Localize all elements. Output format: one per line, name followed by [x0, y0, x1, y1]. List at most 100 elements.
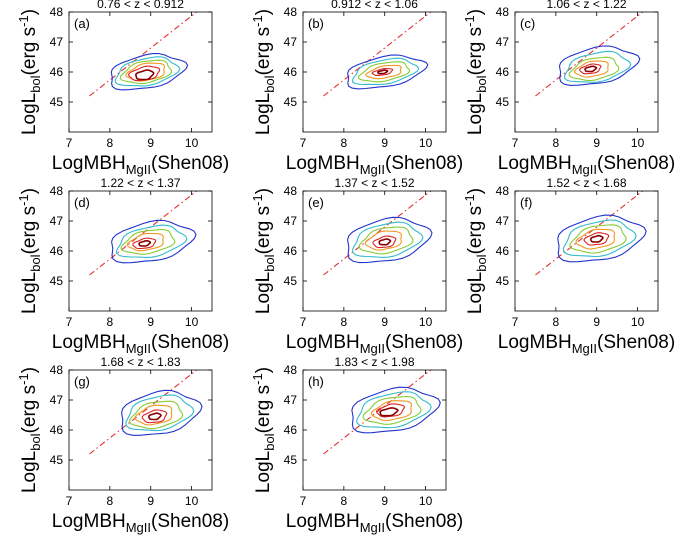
- panel-label: (a): [74, 16, 90, 31]
- contour-level-6: [138, 240, 152, 247]
- x-axis-label: LogMBHMgII(Shen08): [52, 332, 229, 356]
- y-tick-label: 48: [496, 184, 510, 198]
- panel-label: (d): [74, 195, 90, 210]
- x-tick-label: 8: [341, 315, 348, 329]
- x-tick-label: 10: [185, 494, 199, 508]
- contour-level-5: [583, 232, 610, 246]
- contour-level-4: [370, 400, 412, 422]
- panel-title: 0.912 < z < 1.06: [331, 0, 418, 11]
- panel-title: 0.76 < z < 0.912: [97, 0, 184, 11]
- contour-level-3: [569, 224, 627, 254]
- x-tick-label: 9: [147, 136, 154, 150]
- x-tick-label: 10: [631, 315, 645, 329]
- y-tick-label: 47: [496, 35, 510, 49]
- y-tick-label: 48: [50, 184, 64, 198]
- contour-level-4: [573, 60, 609, 78]
- y-axis-label: LogLbol(erg s-1): [16, 9, 43, 135]
- plot-area: [535, 191, 647, 276]
- y-tick-label: 46: [496, 244, 510, 258]
- axes-frame: [302, 369, 447, 491]
- x-axis-label: LogMBHMgII(Shen08): [498, 332, 675, 356]
- y-tick-label: 47: [50, 393, 64, 407]
- x-tick-label: 9: [381, 315, 388, 329]
- y-tick-label: 47: [284, 393, 298, 407]
- contour-level-3: [358, 226, 414, 255]
- reference-line: [323, 12, 432, 97]
- contour-level-1: [558, 45, 641, 86]
- x-axis-label: LogMBHMgII(Shen08): [286, 153, 463, 177]
- contour-level-1: [111, 219, 197, 264]
- panel-label: (h): [308, 374, 324, 389]
- x-tick-label: 9: [593, 136, 600, 150]
- contour-level-2: [356, 391, 432, 429]
- contour-level-3: [362, 395, 422, 425]
- axes-frame: [514, 190, 659, 312]
- y-axis-label: LogLbol(erg s-1): [16, 188, 43, 314]
- y-tick-label: 46: [284, 244, 298, 258]
- x-tick-label: 7: [512, 315, 519, 329]
- panel-label: (c): [520, 16, 535, 31]
- plot-area: [89, 191, 198, 276]
- contour-level-4: [365, 64, 402, 80]
- y-tick-label: 47: [496, 214, 510, 228]
- contour-level-4: [134, 404, 173, 426]
- reference-line: [535, 191, 644, 276]
- x-tick-label: 8: [107, 494, 114, 508]
- contour-level-1: [351, 386, 441, 434]
- x-tick-label: 8: [107, 136, 114, 150]
- contour-level-4: [126, 232, 164, 252]
- contour-level-6: [589, 234, 604, 243]
- y-tick-label: 45: [496, 95, 510, 109]
- contour-level-6: [584, 65, 598, 73]
- contour-level-6: [379, 407, 399, 417]
- plot-area: [323, 191, 433, 276]
- panel-label: (b): [308, 16, 324, 31]
- y-tick-label: 47: [50, 214, 64, 228]
- x-tick-label: 7: [300, 494, 307, 508]
- y-tick-label: 48: [50, 5, 64, 19]
- contour-level-2: [125, 394, 195, 432]
- reference-line: [323, 191, 432, 276]
- y-axis-label: LogLbol(erg s-1): [462, 188, 489, 314]
- y-tick-label: 48: [50, 363, 64, 377]
- panel-title: 1.22 < z < 1.37: [100, 176, 180, 190]
- panel-title: 1.83 < z < 1.98: [334, 355, 414, 369]
- contour-level-6: [135, 69, 155, 81]
- y-tick-label: 45: [284, 274, 298, 288]
- contour-level-6: [377, 69, 389, 75]
- x-tick-label: 7: [300, 136, 307, 150]
- contour-level-4: [364, 230, 402, 251]
- x-tick-label: 8: [553, 136, 560, 150]
- x-tick-label: 7: [66, 494, 73, 508]
- y-tick-label: 46: [50, 65, 64, 79]
- y-tick-label: 47: [50, 35, 64, 49]
- panel: 7 8 9 10 45 46 47 48 1.83 < z < 1.98 (h) LogMBHMgI…: [250, 355, 463, 535]
- reference-line: [89, 12, 198, 97]
- x-tick-label: 9: [147, 494, 154, 508]
- contour-level-6: [378, 238, 392, 246]
- contour-level-5: [132, 237, 157, 250]
- y-tick-label: 45: [284, 453, 298, 467]
- contour-level-1: [110, 53, 189, 91]
- plot-area: [323, 370, 441, 455]
- y-axis-label: LogLbol(erg s-1): [250, 367, 277, 493]
- y-tick-label: 46: [284, 423, 298, 437]
- x-tick-label: 9: [381, 494, 388, 508]
- contour-level-3: [357, 61, 411, 83]
- panel-title: 1.06 < z < 1.22: [546, 0, 626, 11]
- panel-title: 1.37 < z < 1.52: [334, 176, 414, 190]
- x-axis-label: LogMBHMgII(Shen08): [286, 511, 463, 535]
- y-tick-label: 48: [496, 5, 510, 19]
- plot-area: [89, 370, 203, 455]
- x-tick-label: 8: [553, 315, 560, 329]
- contour-level-4: [575, 228, 616, 250]
- y-tick-label: 45: [50, 274, 64, 288]
- contour-level-2: [114, 56, 181, 87]
- y-tick-label: 45: [50, 95, 64, 109]
- contour-level-5: [375, 403, 405, 418]
- y-tick-label: 47: [284, 35, 298, 49]
- contour-level-1: [347, 216, 433, 264]
- x-axis-label: LogMBHMgII(Shen08): [52, 153, 229, 177]
- panel: 7 8 9 10 45 46 47 48 1.52 < z < 1.68 (f) LogMBHMgI…: [462, 176, 675, 356]
